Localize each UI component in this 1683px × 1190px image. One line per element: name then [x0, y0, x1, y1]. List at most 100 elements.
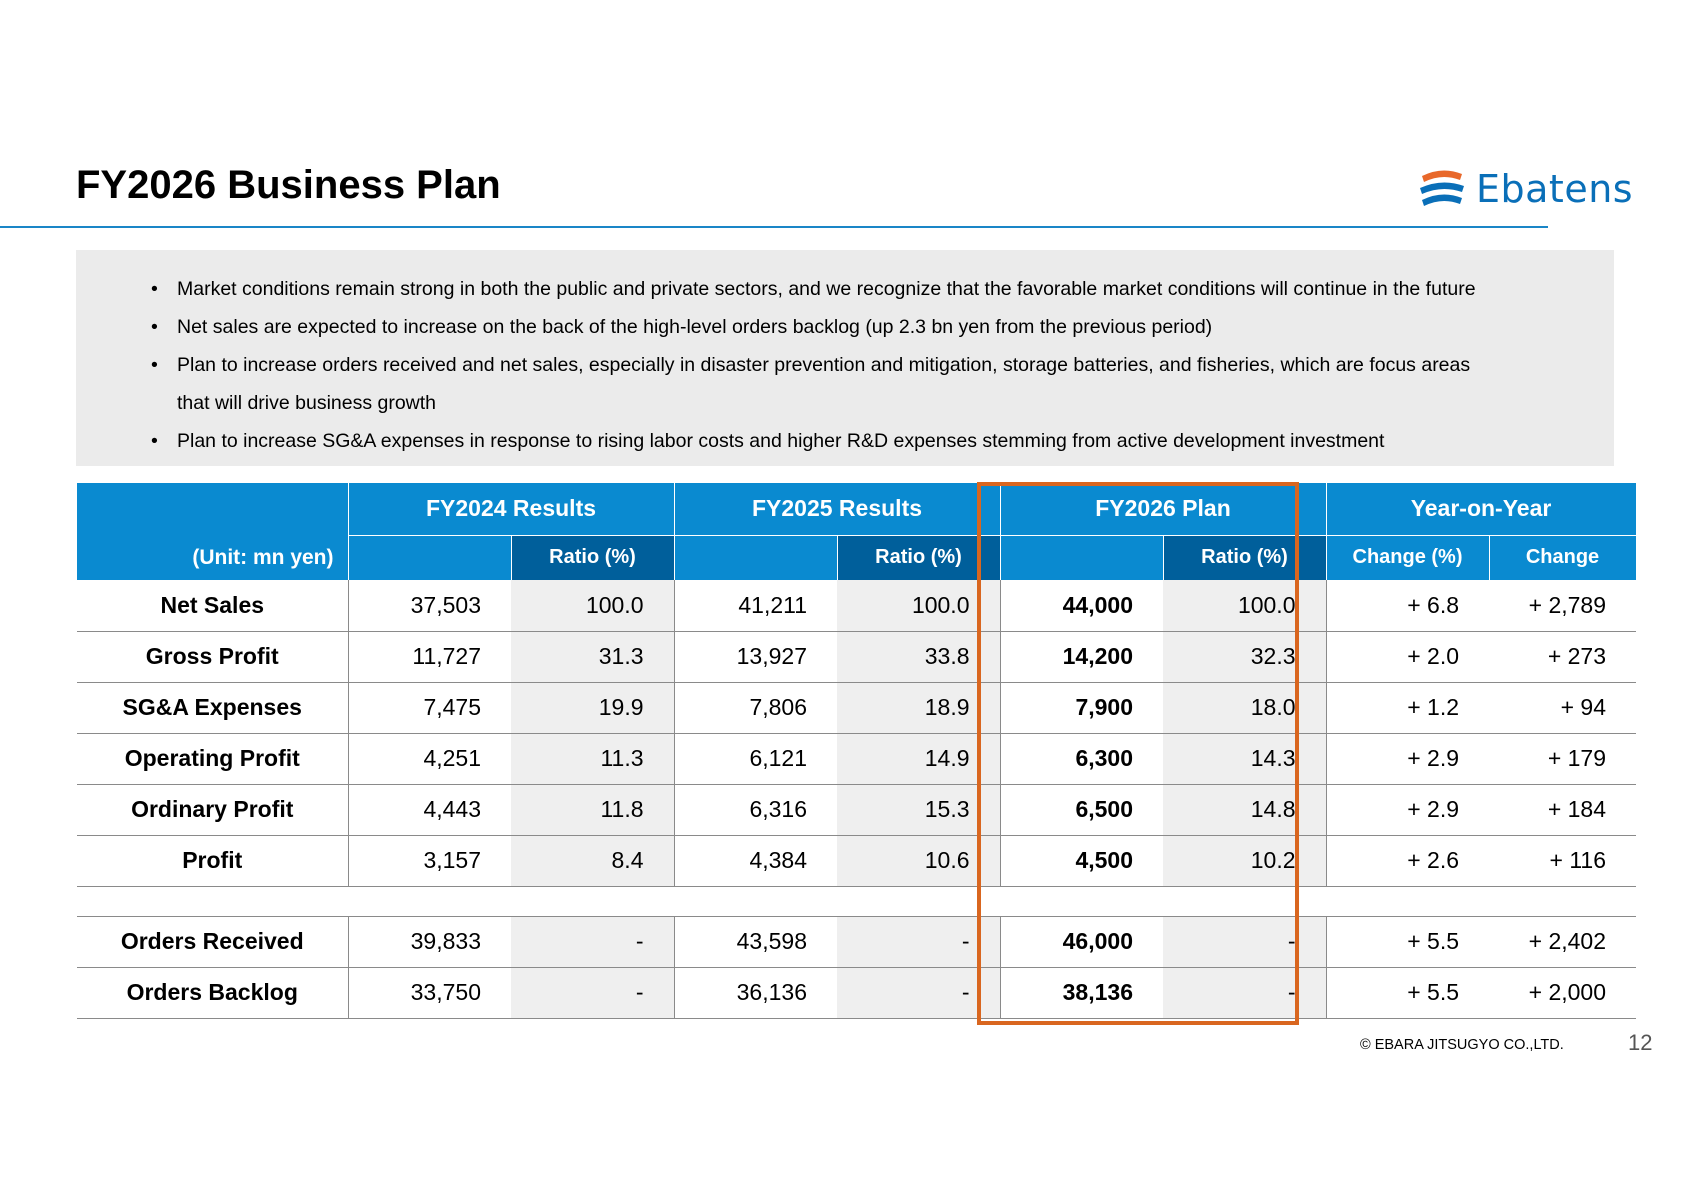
company-logo: Ebatens — [1416, 164, 1633, 214]
group-header-yoy: Year-on-Year — [1326, 483, 1637, 535]
cell-ratio: 10.6 — [837, 835, 1001, 887]
cell-ratio: 100.0 — [511, 580, 675, 632]
cell-plan-value: 6,300 — [1000, 733, 1163, 785]
group-header-fy2025: FY2025 Results — [674, 483, 1001, 535]
cell-ratio: - — [1163, 916, 1327, 968]
cell-change-pct: + 2.9 — [1326, 784, 1489, 836]
bullet-marker: • — [151, 278, 158, 300]
cell-ratio: 14.8 — [1163, 784, 1327, 836]
cell-ratio: 31.3 — [511, 631, 675, 683]
cell-ratio: 32.3 — [1163, 631, 1327, 683]
cell-change-pct: + 2.0 — [1326, 631, 1489, 683]
cell-ratio: 11.3 — [511, 733, 675, 785]
table-row: Gross Profit 11,727 31.3 13,927 33.8 14,… — [77, 631, 1637, 683]
cell-ratio: - — [837, 916, 1001, 968]
cell-change: + 273 — [1489, 631, 1637, 683]
cell-value: 7,475 — [348, 682, 511, 734]
subheader-change-pct: Change (%) — [1326, 534, 1490, 580]
cell-ratio: 11.8 — [511, 784, 675, 836]
cell-value: 3,157 — [348, 835, 511, 887]
cell-change: + 2,402 — [1489, 916, 1637, 968]
cell-change: + 184 — [1489, 784, 1637, 836]
spacer-cell — [77, 886, 1637, 917]
table-row: Orders Backlog 33,750 - 36,136 - 38,136 … — [77, 967, 1637, 1019]
cell-ratio: 18.9 — [837, 682, 1001, 734]
cell-ratio: - — [511, 916, 675, 968]
row-label: Ordinary Profit — [77, 784, 349, 836]
cell-ratio: 100.0 — [1163, 580, 1327, 632]
table-row: Profit 3,157 8.4 4,384 10.6 4,500 10.2 +… — [77, 835, 1637, 887]
unit-label: (Unit: mn yen) — [77, 483, 349, 580]
cell-ratio: 100.0 — [837, 580, 1001, 632]
cell-plan-value: 46,000 — [1000, 916, 1163, 968]
cell-change-pct: + 1.2 — [1326, 682, 1489, 734]
table-row: Operating Profit 4,251 11.3 6,121 14.9 6… — [77, 733, 1637, 785]
summary-item: • Net sales are expected to increase on t… — [76, 308, 1614, 346]
cell-value: 4,384 — [674, 835, 837, 887]
title-divider — [0, 226, 1548, 228]
cell-plan-value: 6,500 — [1000, 784, 1163, 836]
cell-ratio: - — [1163, 967, 1327, 1019]
summary-list: • Market conditions remain strong in both… — [76, 270, 1614, 460]
cell-ratio: 10.2 — [1163, 835, 1327, 887]
cell-ratio: 18.0 — [1163, 682, 1327, 734]
cell-value: 13,927 — [674, 631, 837, 683]
cell-value: 4,251 — [348, 733, 511, 785]
cell-ratio: - — [837, 967, 1001, 1019]
row-label: SG&A Expenses — [77, 682, 349, 734]
row-label: Operating Profit — [77, 733, 349, 785]
cell-value: 33,750 — [348, 967, 511, 1019]
table-row: Ordinary Profit 4,443 11.8 6,316 15.3 6,… — [77, 784, 1637, 836]
row-label: Net Sales — [77, 580, 349, 632]
ebatens-logo-icon — [1420, 170, 1464, 206]
cell-ratio: 8.4 — [511, 835, 675, 887]
cell-value: 4,443 — [348, 784, 511, 836]
cell-plan-value: 38,136 — [1000, 967, 1163, 1019]
subheader-blank — [348, 534, 512, 580]
summary-item-continuation: that will drive business growth — [177, 392, 437, 414]
bullet-marker: • — [151, 354, 158, 376]
cell-ratio: 14.3 — [1163, 733, 1327, 785]
cell-value: 39,833 — [348, 916, 511, 968]
subheader-blank — [1000, 534, 1164, 580]
cell-value: 36,136 — [674, 967, 837, 1019]
bullet-marker: • — [151, 430, 158, 452]
table-row: Orders Received 39,833 - 43,598 - 46,000… — [77, 916, 1637, 968]
summary-item: • Market conditions remain strong in both… — [76, 270, 1614, 308]
copyright-notice: © EBARA JITSUGYO CO.,LTD. — [1360, 1037, 1564, 1053]
cell-change: + 94 — [1489, 682, 1637, 734]
row-label: Orders Received — [77, 916, 349, 968]
cell-change: + 2,789 — [1489, 580, 1637, 632]
table-row: Net Sales 37,503 100.0 41,211 100.0 44,0… — [77, 580, 1637, 632]
cell-ratio: 15.3 — [837, 784, 1001, 836]
table-row: SG&A Expenses 7,475 19.9 7,806 18.9 7,90… — [77, 682, 1637, 734]
cell-plan-value: 44,000 — [1000, 580, 1163, 632]
group-header-fy2024: FY2024 Results — [348, 483, 675, 535]
cell-value: 43,598 — [674, 916, 837, 968]
cell-value: 11,727 — [348, 631, 511, 683]
subheader-blank — [674, 534, 838, 580]
subheader-ratio: Ratio (%) — [837, 534, 1001, 580]
business-plan-table: (Unit: mn yen) FY2024 Results FY2025 Res… — [77, 483, 1637, 1019]
page-title: FY2026 Business Plan — [76, 163, 501, 207]
summary-item: • Plan to increase SG&A expenses in respo… — [76, 422, 1614, 460]
cell-value: 6,316 — [674, 784, 837, 836]
bullet-marker: • — [151, 316, 158, 338]
cell-value: 7,806 — [674, 682, 837, 734]
page-number: 12 — [1628, 1030, 1653, 1055]
cell-change-pct: + 2.6 — [1326, 835, 1489, 887]
cell-change: + 179 — [1489, 733, 1637, 785]
table-spacer-row — [77, 886, 1637, 917]
cell-plan-value: 7,900 — [1000, 682, 1163, 734]
row-label: Gross Profit — [77, 631, 349, 683]
cell-change-pct: + 6.8 — [1326, 580, 1489, 632]
group-header-fy2026: FY2026 Plan — [1000, 483, 1327, 535]
row-label: Profit — [77, 835, 349, 887]
cell-ratio: 33.8 — [837, 631, 1001, 683]
cell-value: 41,211 — [674, 580, 837, 632]
subheader-ratio: Ratio (%) — [511, 534, 675, 580]
logo-text: Ebatens — [1476, 167, 1634, 211]
cell-value: 37,503 — [348, 580, 511, 632]
cell-ratio: - — [511, 967, 675, 1019]
cell-ratio: 14.9 — [837, 733, 1001, 785]
